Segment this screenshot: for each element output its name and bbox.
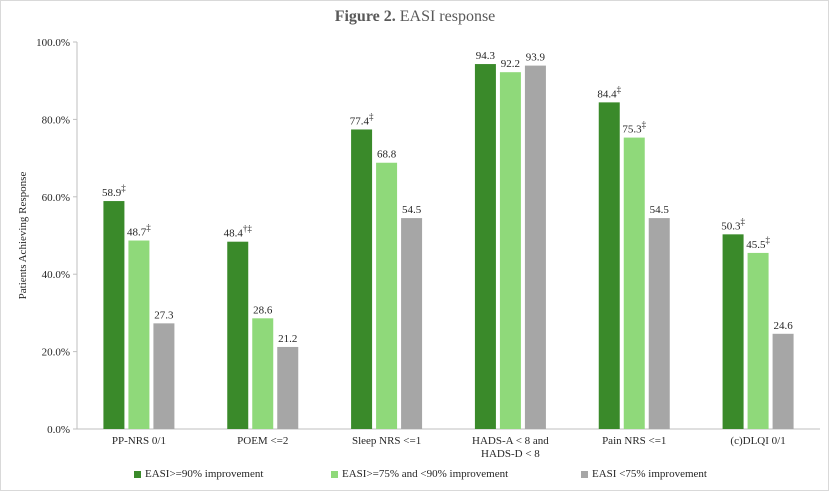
x-tick-label: POEM <=2 [237,435,288,447]
x-tick-label: HADS-D < 8 [481,448,540,460]
legend-swatch-easi-under75 [581,470,588,478]
data-label: 48.4†‡ [224,224,253,240]
bar [277,346,299,429]
bar [722,234,744,429]
data-label: 54.5 [402,204,422,216]
x-tick-label: (c)DLQI 0/1 [730,435,785,447]
bar [128,240,150,429]
legend-item-easi90: EASI>=90% improvement [134,468,263,480]
bar [623,137,645,430]
data-label: 84.4‡ [597,84,621,100]
bar [103,201,125,429]
bar [351,129,373,429]
y-tick-label: 80.0% [42,114,70,126]
data-label: 48.7‡ [127,223,151,239]
x-tick-label: Sleep NRS <=1 [352,435,421,447]
data-label: 93.9 [526,52,546,64]
bar [524,65,546,430]
y-tick-label: 40.0% [42,269,70,281]
data-label: 94.3 [476,50,496,62]
legend-swatch-easi90 [134,470,141,478]
legend-item-easi75: EASI>=75% and <90% improvement [331,468,508,480]
legend-label-easi75: EASI>=75% and <90% improvement [342,468,509,480]
data-label: 58.9‡ [102,183,126,199]
bar [474,64,496,430]
y-axis-title: Patients Achieving Response [17,172,29,300]
bar [227,241,249,429]
chart-title-bold: Figure 2. [334,8,396,25]
legend-label-easi90: EASI>=90% improvement [145,468,264,480]
legend-item-easi-under75: EASI <75% improvement [581,468,707,480]
bar [772,333,794,429]
data-label: 21.2 [278,333,297,345]
data-label: 50.3‡ [721,216,745,232]
data-label: 27.3 [154,309,174,321]
bar [252,318,274,429]
bar [153,323,175,429]
data-label: 77.4‡ [350,111,374,127]
y-tick-label: 60.0% [42,192,70,204]
x-tick-label: PP-NRS 0/1 [112,435,166,447]
bar [499,72,521,429]
data-label: 75.3‡ [622,120,646,136]
bar [598,102,620,429]
chart-title-rest: EASI response [399,8,496,25]
x-tick-label: HADS-A < 8 and [472,435,549,447]
data-label: 24.6 [773,320,793,332]
data-label: 68.8 [377,149,397,161]
bar [401,218,423,429]
y-tick-label: 100.0% [36,37,70,49]
bar [648,218,670,429]
bar [376,162,398,429]
data-label: 54.5 [650,204,670,216]
chart-title: Figure 2. EASI response [0,8,830,26]
data-label: 45.5‡ [746,235,770,251]
data-label: 28.6 [253,304,273,316]
data-label: 92.2 [501,58,520,70]
legend-swatch-easi75 [331,470,338,478]
bar [747,252,769,429]
legend-label-easi-under75: EASI <75% improvement [592,468,707,480]
y-tick-label: 20.0% [42,347,70,359]
y-tick-label: 0.0% [47,424,70,436]
x-tick-label: Pain NRS <=1 [602,435,666,447]
